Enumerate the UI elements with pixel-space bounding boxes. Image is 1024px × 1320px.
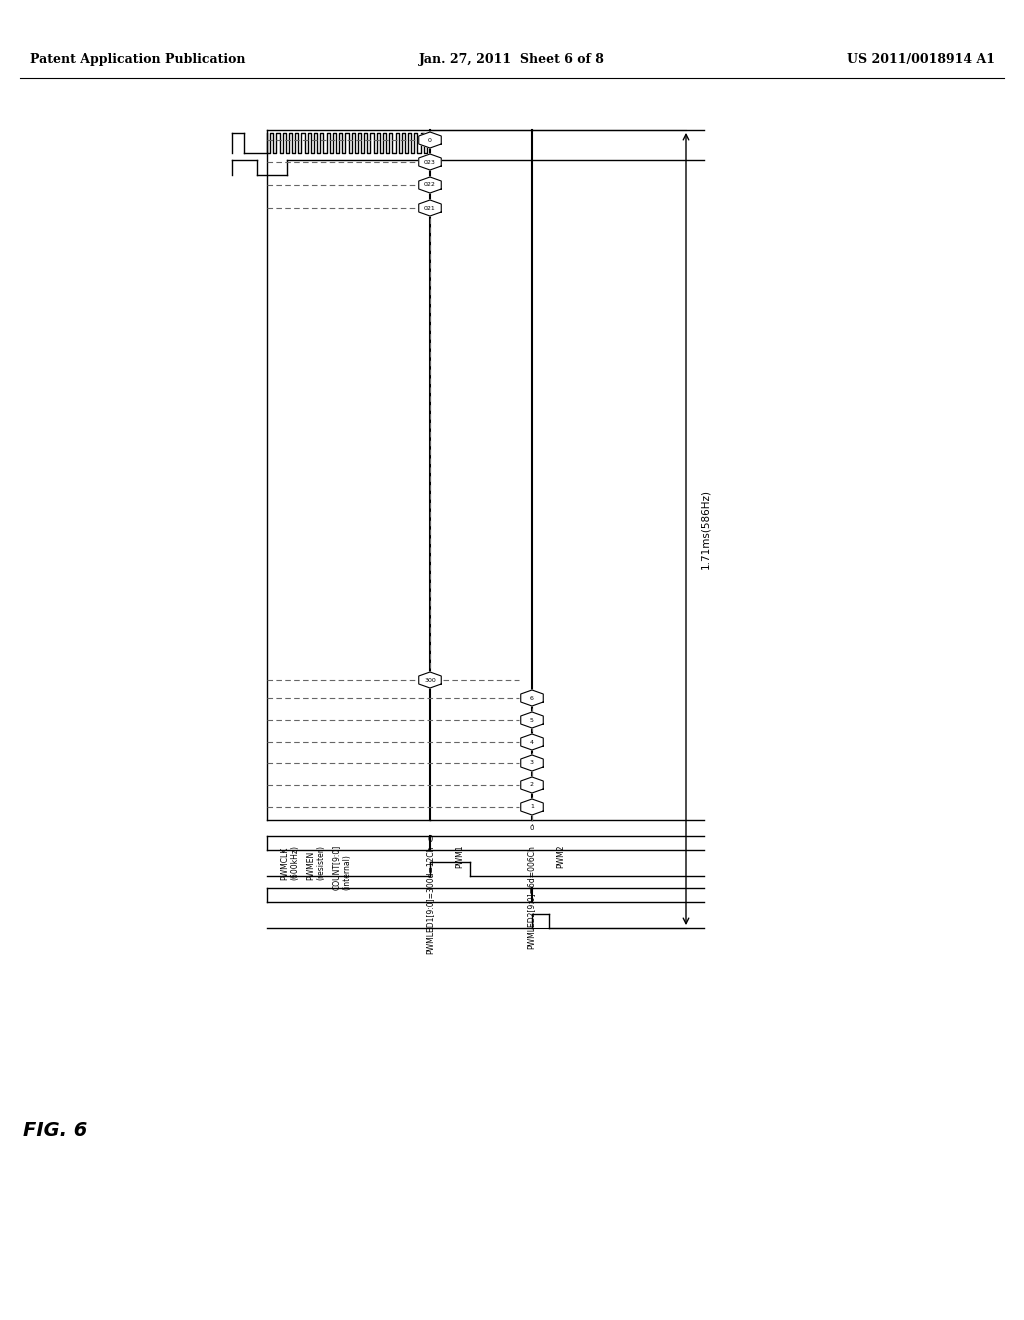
Text: PWMLED2[9:0]=6d=006Ch: PWMLED2[9:0]=6d=006Ch [526, 845, 535, 949]
Text: PWM2: PWM2 [556, 845, 565, 869]
Text: US 2011/0018914 A1: US 2011/0018914 A1 [847, 54, 995, 66]
Text: 3: 3 [530, 760, 534, 766]
Text: 6: 6 [530, 696, 534, 701]
Polygon shape [521, 711, 544, 729]
Polygon shape [521, 799, 544, 814]
Text: 022: 022 [424, 182, 436, 187]
Polygon shape [419, 177, 441, 193]
Text: 023: 023 [424, 160, 436, 165]
Text: PWM1: PWM1 [455, 845, 464, 869]
Text: 300: 300 [424, 677, 436, 682]
Polygon shape [521, 690, 544, 706]
Polygon shape [419, 154, 441, 170]
Polygon shape [521, 734, 544, 750]
Text: 2: 2 [530, 783, 534, 788]
Text: FIG. 6: FIG. 6 [23, 1121, 87, 1139]
Text: 0: 0 [428, 137, 432, 143]
Polygon shape [419, 672, 441, 688]
Text: COUNT[9:0]
(internal): COUNT[9:0] (internal) [332, 845, 351, 890]
Polygon shape [419, 201, 441, 216]
Text: 0: 0 [427, 836, 432, 843]
Text: 1: 1 [530, 804, 534, 809]
Text: PWMEN
(resister): PWMEN (resister) [306, 845, 326, 880]
Text: PWMCLK
(600kHz): PWMCLK (600kHz) [280, 845, 299, 880]
Polygon shape [419, 132, 441, 148]
Text: 5: 5 [530, 718, 534, 722]
Text: 0: 0 [529, 825, 535, 832]
Polygon shape [521, 777, 544, 793]
Text: PWMLED1[9:0]=300d=12Ch: PWMLED1[9:0]=300d=12Ch [425, 845, 434, 953]
Text: 1.71ms(586Hz): 1.71ms(586Hz) [700, 488, 710, 569]
Text: Patent Application Publication: Patent Application Publication [30, 54, 246, 66]
Text: 021: 021 [424, 206, 436, 210]
Polygon shape [521, 755, 544, 771]
Text: 4: 4 [530, 739, 534, 744]
Text: Jan. 27, 2011  Sheet 6 of 8: Jan. 27, 2011 Sheet 6 of 8 [419, 54, 605, 66]
